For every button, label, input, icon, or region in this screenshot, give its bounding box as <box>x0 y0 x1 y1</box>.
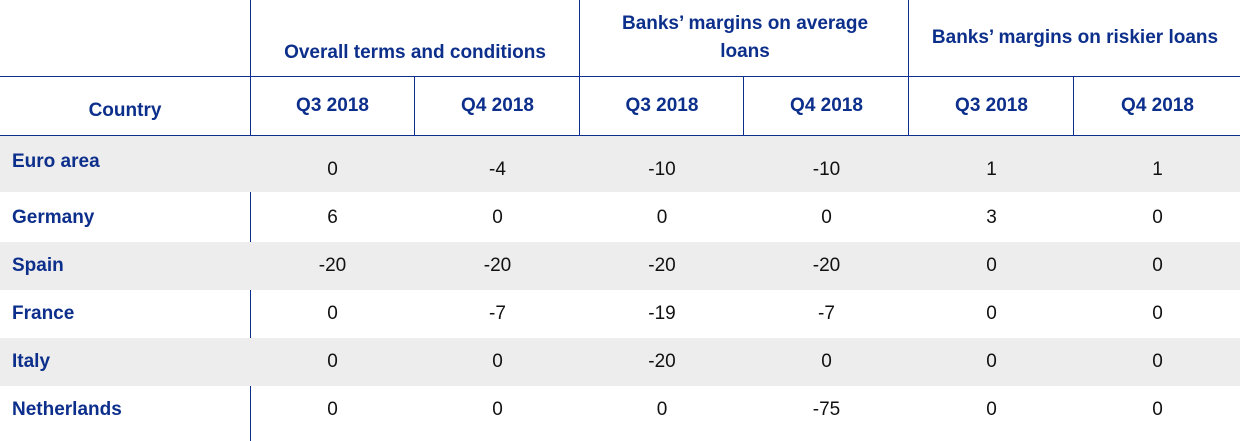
table-cell: 3 <box>986 207 997 228</box>
column-divider <box>414 77 415 135</box>
table-cell: 0 <box>986 303 997 324</box>
table-cell: -20 <box>483 255 512 276</box>
quarter-header: Q4 2018 <box>790 95 863 116</box>
table-cell: -20 <box>318 255 347 276</box>
table-cell: 0 <box>327 159 338 180</box>
country-header: Country <box>88 100 162 121</box>
table-cell: 0 <box>821 351 832 372</box>
table-cell: -75 <box>812 399 841 420</box>
country-label: Netherlands <box>12 399 122 420</box>
table-cell: 0 <box>1152 207 1163 228</box>
country-label: Spain <box>12 255 64 276</box>
header-rule <box>0 135 1240 136</box>
table-cell: -20 <box>812 255 841 276</box>
table-cell: 6 <box>327 207 338 228</box>
table-cell: 0 <box>986 399 997 420</box>
table-cell: 0 <box>1152 351 1163 372</box>
table-cell: 0 <box>986 351 997 372</box>
column-divider <box>250 0 251 441</box>
quarter-header: Q4 2018 <box>1121 95 1194 116</box>
table-cell: 0 <box>1152 399 1163 420</box>
header-rule <box>0 76 1240 77</box>
table-cell: 0 <box>492 351 503 372</box>
table-cell: 0 <box>656 207 668 228</box>
table-cell: 0 <box>656 399 668 420</box>
table-cell: 0 <box>1152 255 1163 276</box>
country-label: Italy <box>12 351 51 372</box>
table-row: Euro area 0 -4 -10 -10 1 1 <box>0 136 1240 192</box>
table-cell: 0 <box>986 255 997 276</box>
table-cell: -7 <box>818 303 835 324</box>
table-row: Italy 0 0 -20 0 0 0 <box>0 338 1240 386</box>
country-label: France <box>12 303 75 324</box>
country-label: Germany <box>12 207 95 228</box>
country-label: Euro area <box>12 151 100 172</box>
group-header-average-loans: Banks’ margins on average loans <box>621 12 869 62</box>
quarter-header: Q3 2018 <box>296 95 369 116</box>
table-row: Netherlands 0 0 0 -75 0 0 <box>0 386 1240 434</box>
table-cell: -20 <box>648 255 676 276</box>
table-row: Spain -20 -20 -20 -20 0 0 <box>0 242 1240 290</box>
table-cell: -4 <box>489 159 506 180</box>
column-divider <box>743 77 744 135</box>
table-cell: 0 <box>327 351 338 372</box>
group-header-riskier-loans: Banks’ margins on riskier loans <box>931 26 1219 48</box>
table-cell: -19 <box>648 303 676 324</box>
quarter-header: Q3 2018 <box>625 95 699 116</box>
table-cell: 0 <box>492 207 503 228</box>
table-cell: -10 <box>648 159 676 180</box>
table-cell: 0 <box>492 399 503 420</box>
table-cell: -10 <box>812 159 841 180</box>
table-cell: -7 <box>489 303 506 324</box>
column-divider <box>908 0 909 135</box>
table-cell: 1 <box>1152 159 1163 180</box>
table-cell: -20 <box>648 351 676 372</box>
table-cell: 0 <box>821 207 832 228</box>
table-cell: 0 <box>1152 303 1163 324</box>
quarter-header: Q4 2018 <box>461 95 534 116</box>
table-cell: 1 <box>986 159 997 180</box>
quarter-header: Q3 2018 <box>955 95 1028 116</box>
table-row: France 0 -7 -19 -7 0 0 <box>0 290 1240 338</box>
column-divider <box>1073 77 1074 135</box>
column-divider <box>579 0 580 135</box>
table-cell: 0 <box>327 303 338 324</box>
table-row: Germany 6 0 0 0 3 0 <box>0 194 1240 242</box>
table-cell: 0 <box>327 399 338 420</box>
group-header-overall: Overall terms and conditions <box>284 42 546 63</box>
